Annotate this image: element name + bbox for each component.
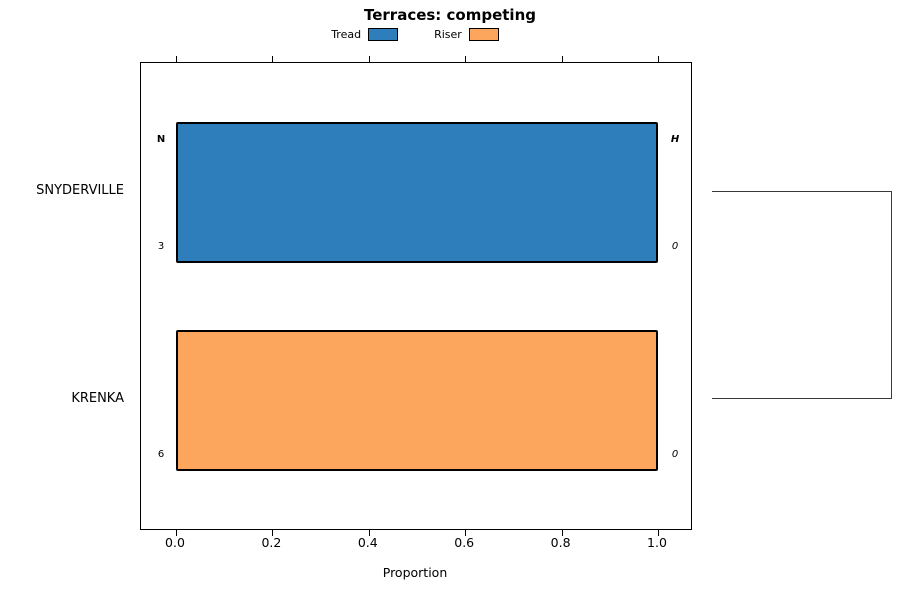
legend-swatch-riser — [468, 27, 499, 41]
axis-tick-bottom — [176, 530, 177, 536]
axis-tick-top — [658, 56, 659, 62]
axis-tick-bottom — [658, 530, 659, 536]
bar-annotation-bottom-right: 0 — [671, 449, 679, 460]
legend-item-tread: Tread — [331, 27, 399, 41]
y-axis-label-snyderville: SNYDERVILLE — [36, 183, 124, 198]
plot-area: N 3 H 0 6 0 — [140, 56, 692, 536]
x-tick-label: 0.6 — [454, 535, 475, 550]
bar-annotation-bottom-left: 6 — [157, 449, 165, 460]
legend: Tread Riser — [140, 26, 690, 42]
axis-tick-top — [561, 56, 563, 62]
axis-tick-top — [368, 56, 370, 62]
legend-label-riser: Riser — [434, 27, 462, 41]
bar-krenka — [176, 330, 658, 471]
legend-swatch-tread — [368, 27, 399, 41]
y-axis-label-krenka: KRENKA — [71, 391, 124, 406]
chart-title: Terraces: competing — [363, 6, 536, 24]
x-tick-label: 0.8 — [550, 535, 571, 550]
x-tick-label: 0.0 — [165, 535, 185, 550]
axis-tick-bottom — [368, 530, 370, 536]
axis-tick-bottom — [465, 530, 467, 536]
axis-tick-bottom — [272, 530, 274, 536]
y-axis-labels: SNYDERVILLE KRENKA — [0, 62, 132, 528]
x-axis-title: Proportion — [382, 565, 448, 580]
axis-tick-top — [272, 56, 274, 62]
x-tick-label: 0.4 — [357, 535, 378, 550]
bar-annotation-top-left: N — [156, 134, 166, 145]
bar-annotation-bottom-right: 0 — [671, 241, 679, 252]
bar-annotation-top-right: H — [670, 134, 680, 145]
x-tick-label: 0.2 — [261, 535, 282, 550]
axis-tick-top — [465, 56, 467, 62]
x-tick-label: 1.0 — [647, 535, 667, 550]
bar-snyderville — [176, 122, 658, 263]
legend-label-tread: Tread — [331, 27, 362, 41]
axis-tick-bottom — [561, 530, 563, 536]
bar-annotation-bottom-left: 3 — [157, 241, 165, 252]
x-axis-tick-labels: 0.0 0.2 0.4 0.6 0.8 1.0 — [140, 535, 690, 551]
axis-tick-top — [176, 56, 177, 62]
right-bracket-line — [712, 191, 892, 399]
legend-item-riser: Riser — [434, 27, 499, 41]
